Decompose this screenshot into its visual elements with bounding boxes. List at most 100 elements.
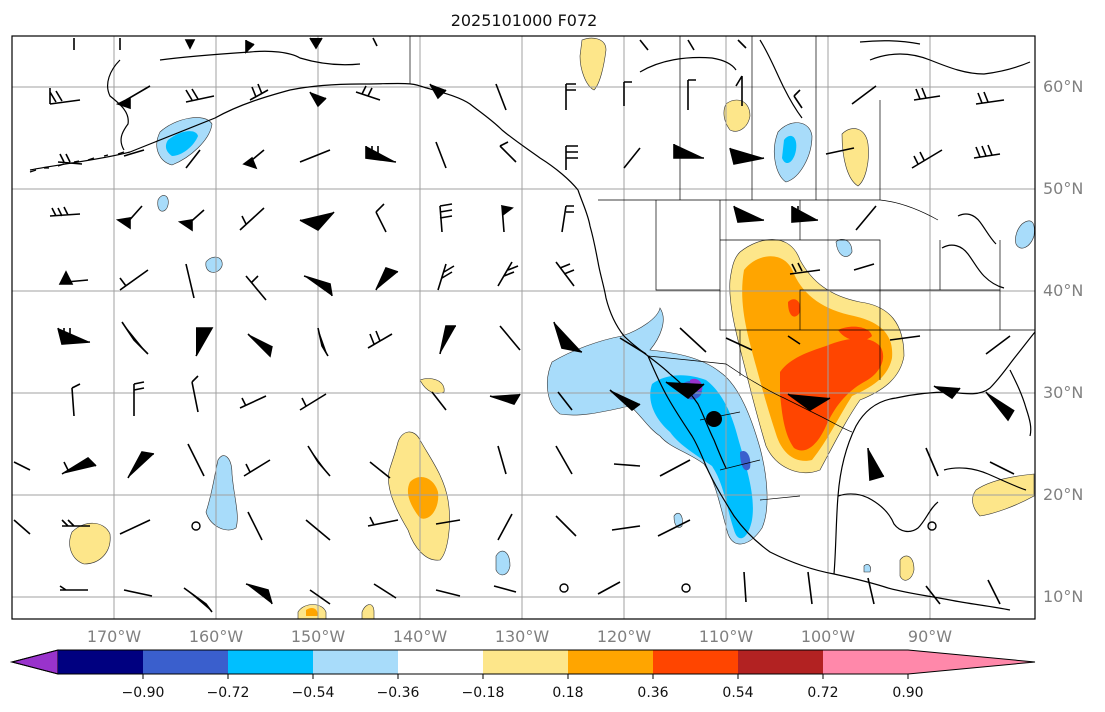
wind-barb xyxy=(639,39,649,51)
wind-barb xyxy=(435,141,447,169)
wind-barb xyxy=(13,461,31,471)
lat-label: 10°N xyxy=(1043,587,1083,606)
coast-mexico-west xyxy=(705,465,889,589)
wind-barb xyxy=(497,445,507,475)
wind-barb xyxy=(299,149,331,163)
wind-barb xyxy=(735,75,743,106)
wind-barb xyxy=(855,205,877,231)
fill-small-blue-5 xyxy=(863,564,871,573)
wind-barb xyxy=(611,525,641,531)
wind-barb xyxy=(303,275,333,297)
wind-barb xyxy=(679,327,707,353)
colorbar-tick-label: −0.54 xyxy=(292,685,335,701)
wind-barb xyxy=(791,206,819,223)
wind-barb xyxy=(57,327,91,345)
wind-barb xyxy=(597,581,621,595)
coast-us-west xyxy=(597,261,671,375)
wind-barb xyxy=(372,37,378,47)
wind-barb xyxy=(61,456,97,475)
wind-barb xyxy=(659,459,691,477)
wind-barb xyxy=(184,39,196,50)
wind-barbs xyxy=(13,37,1015,613)
fill-hawaii-blue xyxy=(205,455,238,531)
wind-barb xyxy=(431,391,447,411)
wind-barb xyxy=(245,583,273,605)
wind-barb xyxy=(299,211,335,232)
wind-barb xyxy=(665,381,705,400)
wind-barb xyxy=(557,391,573,411)
fill-canada-cyan xyxy=(782,135,797,164)
wind-barb xyxy=(49,206,81,217)
wind-barb xyxy=(245,40,255,54)
wind-barb xyxy=(733,205,765,223)
wind-barb xyxy=(435,519,461,525)
wind-barb xyxy=(793,89,803,109)
colorbar-bin xyxy=(738,650,823,674)
wind-barb xyxy=(973,144,1001,159)
lon-label: 120°W xyxy=(597,627,652,646)
fill-small-blue-4 xyxy=(1015,220,1035,249)
coast-cuba xyxy=(943,467,1027,491)
lat-label: 40°N xyxy=(1043,281,1083,300)
lon-label: 130°W xyxy=(495,627,550,646)
fill-pacific-orange xyxy=(407,477,439,519)
colorbar-bin xyxy=(58,650,143,674)
wind-barb xyxy=(987,579,1001,605)
coastlines xyxy=(29,39,1036,611)
lon-label: 150°W xyxy=(291,627,346,646)
border-us-mexico xyxy=(647,355,853,433)
coast-yucatan xyxy=(837,493,939,533)
border-states xyxy=(655,200,1035,380)
calm-circle xyxy=(927,521,937,531)
wind-barb xyxy=(555,445,573,475)
wind-barb xyxy=(429,83,447,100)
border-canada-provinces xyxy=(679,36,881,200)
lon-label: 100°W xyxy=(801,627,856,646)
wind-barb xyxy=(375,203,387,233)
colorbar-bin xyxy=(228,650,313,674)
wind-barb xyxy=(439,325,456,355)
wind-barb xyxy=(309,91,327,108)
wind-barb xyxy=(789,262,821,275)
lon-label: 90°W xyxy=(908,627,952,646)
colorbar-tick-label: 0.90 xyxy=(892,685,923,701)
wind-barb xyxy=(867,447,885,482)
coast-north-alaska xyxy=(159,50,361,66)
colorbar-tick-label: −0.90 xyxy=(122,685,165,701)
wind-barb xyxy=(495,83,507,111)
calm-circle xyxy=(559,583,569,593)
wind-barb xyxy=(499,141,517,163)
fill-alaska-cyan xyxy=(165,131,198,156)
colorbar-tick-label: −0.36 xyxy=(377,685,420,701)
colorbar-tick-label: 0.36 xyxy=(637,685,668,701)
wind-barb xyxy=(565,145,578,170)
wind-barb xyxy=(58,270,89,285)
wind-barb xyxy=(373,583,397,599)
wind-barb xyxy=(299,393,327,411)
wind-barb xyxy=(985,335,1011,355)
wind-barb xyxy=(500,204,514,233)
wind-barb xyxy=(249,83,269,101)
wind-barb xyxy=(247,511,263,541)
colorbar-outline xyxy=(10,649,1036,675)
colorbar-bin xyxy=(568,650,653,674)
fill-pacific-dot xyxy=(205,256,223,273)
wind-barb xyxy=(115,85,151,110)
wind-barb xyxy=(933,385,961,400)
wind-barb xyxy=(317,327,329,357)
colorbar-tick-label: 0.54 xyxy=(722,685,753,701)
wind-barb xyxy=(307,445,331,477)
wind-barb xyxy=(375,267,399,291)
coast-alaska xyxy=(29,82,579,191)
fill-central-america-yellow xyxy=(899,555,915,581)
coast-baja-west xyxy=(647,355,707,467)
wind-barb xyxy=(609,389,641,412)
colorbar-bin xyxy=(143,650,228,674)
storm-center-marker xyxy=(706,411,722,427)
wind-barb xyxy=(613,463,641,467)
wind-barb xyxy=(867,577,875,605)
wind-barb xyxy=(985,391,1015,422)
wind-barb xyxy=(435,589,461,597)
wind-barb xyxy=(119,269,149,291)
